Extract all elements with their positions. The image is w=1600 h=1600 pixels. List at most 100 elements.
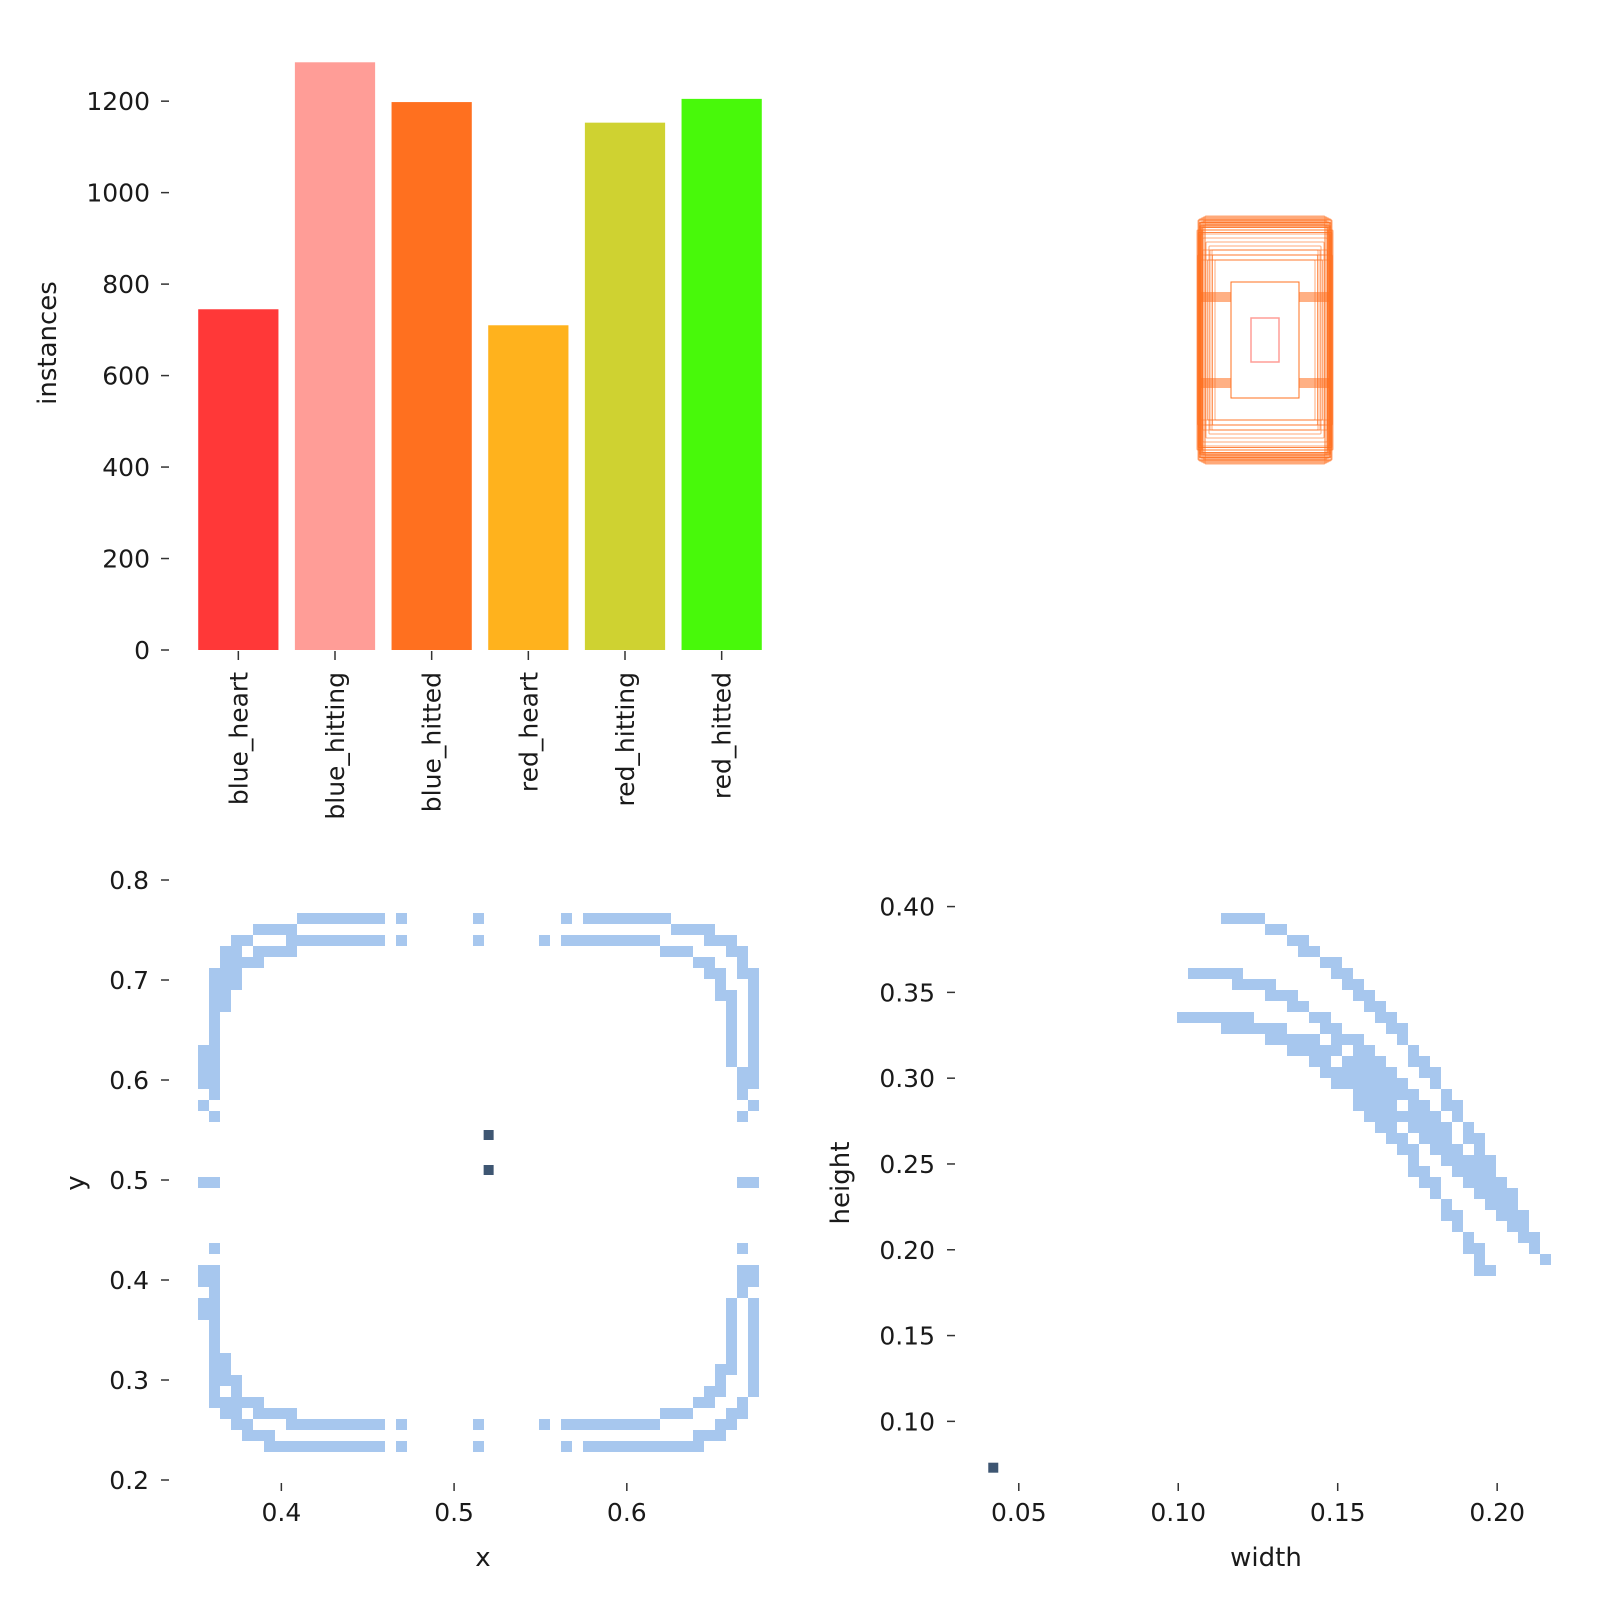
wh-cell-0: [1221, 913, 1232, 924]
xy-ring-inner-cell-47: [242, 1397, 253, 1408]
wh-y-tick-label-4: 0.30: [879, 1064, 935, 1093]
xy-ring-inner-cell-81: [242, 957, 253, 968]
xy-ring-outer-cell-76: [209, 990, 220, 1001]
bar-y-tick-label-1: 200: [102, 545, 150, 574]
wh-cell-28: [1419, 1067, 1430, 1078]
wh-cell-164: [1430, 1188, 1441, 1199]
xy-ring-outer-cell-13: [737, 1408, 748, 1419]
xy-ring-inner-cell-27: [583, 1419, 594, 1430]
wh-cell-75: [1364, 1045, 1375, 1056]
xy-ring-outer-cell-18: [704, 1430, 715, 1441]
wh-cell-50: [1529, 1232, 1540, 1243]
xy-y-tick-label-2: 0.4: [109, 1266, 149, 1295]
xy-ring-inner-cell-94: [363, 935, 374, 946]
xy-ring-outer-cell-19: [693, 1430, 704, 1441]
wh-cell-78: [1375, 1067, 1386, 1078]
wh-y-tick-label-5: 0.35: [879, 978, 935, 1007]
wh-cell-95: [1474, 1177, 1485, 1188]
xy-ring-outer-cell-129: [748, 1078, 759, 1089]
xy-ring-inner-cell-49: [231, 1386, 242, 1397]
wh-y-axis-label: height: [826, 1142, 856, 1225]
bar-red_hitted: [681, 98, 762, 650]
xy-ring-inner-cell-119: [726, 1012, 737, 1023]
wh-cell-73: [1353, 1034, 1364, 1045]
wh-cell-89: [1441, 1122, 1452, 1133]
wh-cell-99: [1496, 1210, 1507, 1221]
wh-cell-44: [1507, 1188, 1518, 1199]
xy-ring-outer-cell-120: [748, 979, 759, 990]
wh-cell-72: [1342, 1034, 1353, 1045]
wh-cell-107: [1232, 1023, 1243, 1034]
xy-ring-inner-cell-66: [209, 1089, 220, 1100]
xy-ring-outer-cell-20: [693, 1441, 704, 1452]
box-inner-clear: [1230, 281, 1300, 399]
xy-ring-outer-cell-1: [748, 1265, 759, 1276]
xy-ring-inner-cell-87: [286, 935, 297, 946]
wh-x-tick-label-2: 0.15: [1310, 1498, 1366, 1527]
xy-ring-outer-cell-115: [726, 946, 737, 957]
wh-cell-144: [1265, 1023, 1276, 1034]
wh-cell-26: [1408, 1056, 1419, 1067]
wh-cell-157: [1397, 1144, 1408, 1155]
wh-cell-175: [1298, 1034, 1309, 1045]
xy-ring-outer-cell-125: [748, 1034, 759, 1045]
xy-ring-outer-cell-0: [748, 1177, 759, 1188]
xy-y-axis-label: y: [61, 1175, 91, 1190]
bar-x-tick-label-red_heart: red_heart: [514, 672, 543, 792]
wh-cell-22: [1386, 1023, 1397, 1034]
wh-cell-128: [1397, 1111, 1408, 1122]
wh-cell-115: [1309, 1045, 1320, 1056]
xy-ring-outer-cell-37: [341, 1441, 352, 1452]
wh-cell-17: [1364, 990, 1375, 1001]
wh-cell-30: [1430, 1078, 1441, 1089]
xy-ring-inner-cell-25: [605, 1419, 616, 1430]
wh-cell-181: [1353, 1067, 1364, 1078]
xy-ring-outer-cell-119: [748, 968, 759, 979]
xy-ring-outer-cell-5: [748, 1320, 759, 1331]
width-height-heatmap: 0.100.150.200.250.300.350.40 0.05 0.10 0.1…: [826, 893, 1551, 1573]
xy-ring-outer-cell-82: [231, 946, 242, 957]
xy-ring-outer-cell-127: [748, 1056, 759, 1067]
wh-cell-86: [1419, 1111, 1430, 1122]
xy-y-tick-label-0: 0.2: [109, 1466, 149, 1495]
xy-ring-inner-cell-84: [264, 946, 275, 957]
xy-ring-outer-cell-32: [473, 1441, 484, 1452]
xy-ring-inner-cell-6: [726, 1309, 737, 1320]
wh-cell-145: [1276, 1023, 1287, 1034]
wh-cell-11: [1331, 957, 1342, 968]
wh-x-ticks: 0.05 0.10 0.15 0.20: [991, 1483, 1525, 1527]
xy-ring-inner-cell-99: [561, 935, 572, 946]
xy-ring-inner-cell-120: [726, 1023, 737, 1034]
wh-cell-2: [1243, 913, 1254, 924]
xy-ring-outer-cell-101: [594, 913, 605, 924]
xy-ring-inner-cell-53: [220, 1353, 231, 1364]
wh-cell-69: [1320, 1023, 1331, 1034]
wh-cell-155: [1386, 1133, 1397, 1144]
xy-ring-outer-cell-117: [737, 957, 748, 968]
xy-ring-inner-cell-24: [616, 1419, 627, 1430]
wh-cell-25: [1408, 1045, 1419, 1056]
wh-cell-48: [1518, 1221, 1529, 1232]
xy-ring-inner-cell-23: [627, 1419, 638, 1430]
xy-ring-outer-cell-85: [253, 924, 264, 935]
wh-heatmap-cells: [988, 913, 1551, 1473]
wh-cell-77: [1375, 1056, 1386, 1067]
wh-y-tick-label-0: 0.10: [879, 1407, 935, 1436]
xy-ring-inner-cell-22: [638, 1419, 649, 1430]
box-outline-23: [1198, 232, 1332, 448]
wh-cell-68: [1320, 1012, 1331, 1023]
xy-ring-outer-cell-35: [363, 1441, 374, 1452]
bar-blue_hitted: [391, 102, 472, 651]
wh-cell-36: [1463, 1133, 1474, 1144]
xy-ring-outer-cell-10: [748, 1375, 759, 1386]
wh-cell-179: [1342, 1056, 1353, 1067]
wh-cell-112: [1287, 1034, 1298, 1045]
wh-cell-5: [1276, 924, 1287, 935]
xy-ring-outer-cell-100: [583, 913, 594, 924]
wh-cell-118: [1331, 1067, 1342, 1078]
wh-y-ticks: 0.10 0.15 0.20 0.25 0.30 0.35 0.40: [879, 893, 955, 1436]
xy-ring-inner-cell-28: [572, 1419, 583, 1430]
xy-ring-outer-cell-21: [682, 1441, 693, 1452]
wh-cell-52: [1540, 1254, 1551, 1265]
xy-ring-outer-cell-126: [748, 1045, 759, 1056]
